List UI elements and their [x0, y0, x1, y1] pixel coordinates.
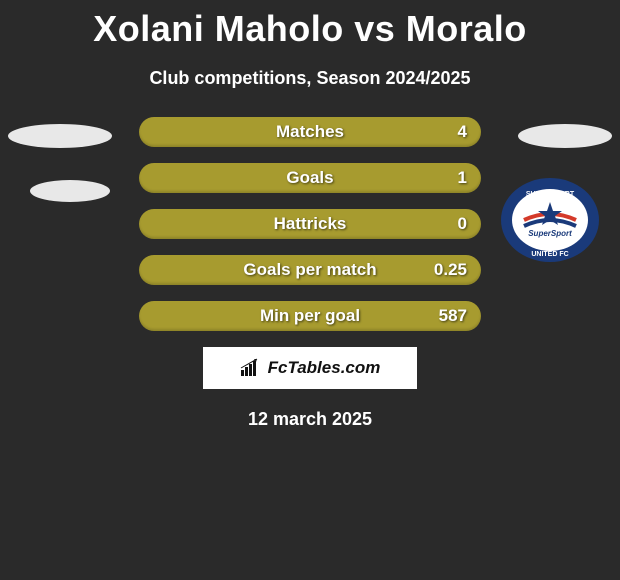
stat-value: 0 — [458, 214, 467, 234]
stat-label: Matches — [276, 122, 344, 142]
bar-chart-icon — [240, 358, 262, 378]
subtitle: Club competitions, Season 2024/2025 — [0, 68, 620, 89]
stat-bar: Hattricks 0 — [139, 209, 481, 239]
stats-bars: Matches 4 Goals 1 Hattricks 0 Goals per … — [139, 117, 481, 331]
stat-label: Min per goal — [260, 306, 360, 326]
supersport-united-badge-icon: SUPERSPORT UNITED FC SuperSport — [500, 178, 600, 263]
page-title: Xolani Maholo vs Moralo — [0, 0, 620, 50]
stat-bar: Goals per match 0.25 — [139, 255, 481, 285]
decorative-ellipse — [30, 180, 110, 202]
logo-text: FcTables.com — [268, 358, 381, 378]
decorative-ellipse — [8, 124, 112, 148]
svg-text:UNITED FC: UNITED FC — [531, 251, 568, 258]
fctables-logo: FcTables.com — [203, 347, 417, 389]
stat-value: 587 — [439, 306, 467, 326]
stat-bar: Matches 4 — [139, 117, 481, 147]
stat-label: Goals per match — [243, 260, 376, 280]
stat-value: 0.25 — [434, 260, 467, 280]
stat-bar: Min per goal 587 — [139, 301, 481, 331]
stat-label: Hattricks — [274, 214, 347, 234]
stat-value: 4 — [458, 122, 467, 142]
date-label: 12 march 2025 — [0, 409, 620, 430]
stat-label: Goals — [286, 168, 333, 188]
stat-bar: Goals 1 — [139, 163, 481, 193]
svg-text:SuperSport: SuperSport — [528, 229, 572, 238]
club-badge: SUPERSPORT UNITED FC SuperSport — [500, 178, 600, 263]
svg-text:SUPERSPORT: SUPERSPORT — [526, 191, 575, 198]
decorative-ellipse — [518, 124, 612, 148]
stat-value: 1 — [458, 168, 467, 188]
